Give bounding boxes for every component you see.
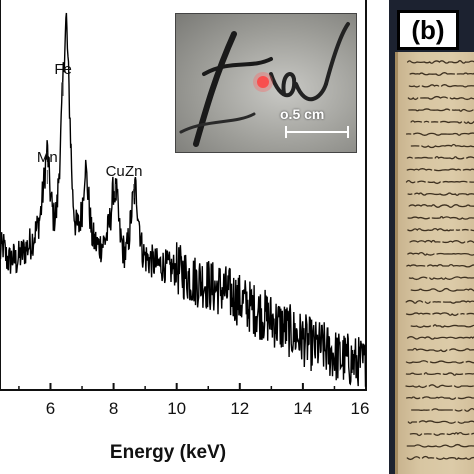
peak-label: Zn xyxy=(125,163,143,180)
peak-label: Fe xyxy=(54,61,72,78)
peak-label: Cu xyxy=(106,163,125,180)
x-tick-label: 16 xyxy=(351,399,370,418)
manuscript-photo-panel xyxy=(389,0,474,474)
inset-photo xyxy=(175,13,357,153)
x-axis-title: Energy (keV) xyxy=(110,442,226,463)
spectrum-line xyxy=(0,12,367,387)
x-tick-label: 8 xyxy=(109,399,118,418)
scale-bar-label: o.5 cm xyxy=(280,106,325,122)
peak-annotations: Mn Fe Cu Zn xyxy=(37,61,143,198)
x-axis-ticks xyxy=(18,383,367,390)
plot-frame xyxy=(0,0,367,391)
xrf-spectrum-chart: 6 8 10 12 14 16 Mn Fe Cu Zn Energy (keV) xyxy=(0,0,370,463)
manuscript-page xyxy=(395,52,474,474)
x-tick-label: 10 xyxy=(167,399,186,418)
inset-handwriting-image xyxy=(179,22,350,147)
x-tick-label: 12 xyxy=(230,399,249,418)
x-tick-label: 6 xyxy=(46,399,55,418)
x-tick-label: 14 xyxy=(293,399,312,418)
laser-spot xyxy=(257,76,269,88)
xrf-spectrum-panel: 6 8 10 12 14 16 Mn Fe Cu Zn Energy (keV) xyxy=(0,0,370,463)
scale-bar xyxy=(285,126,349,138)
peak-label: Mn xyxy=(37,149,58,166)
panel-b-label: (b) xyxy=(397,10,459,50)
manuscript-handwriting xyxy=(398,60,474,461)
x-axis-tick-labels: 6 8 10 12 14 16 xyxy=(46,399,370,418)
